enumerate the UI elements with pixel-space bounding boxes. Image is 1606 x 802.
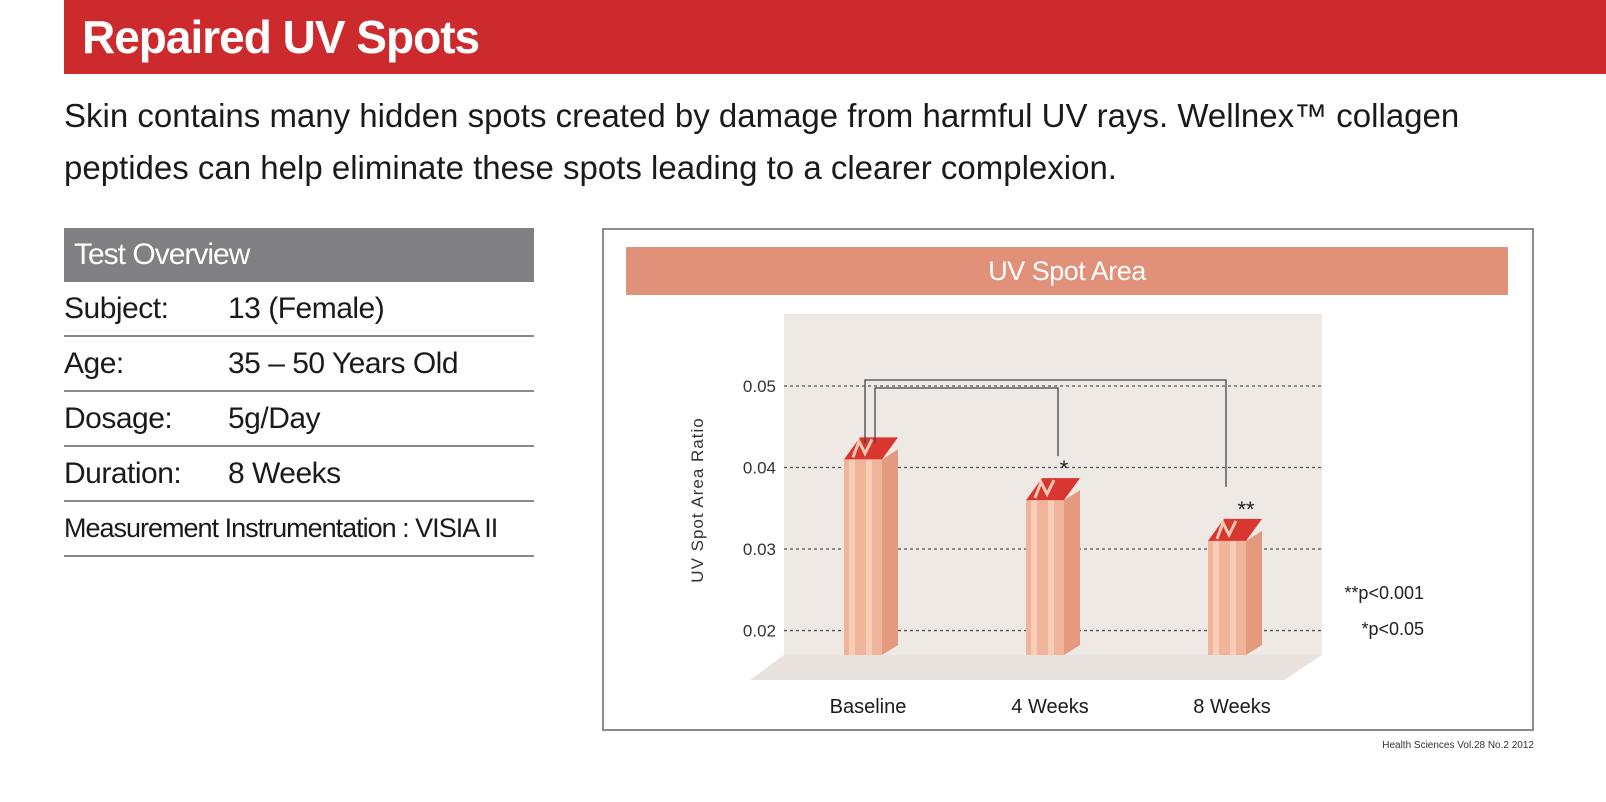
intro-text: Skin contains many hidden spots created … bbox=[64, 97, 1460, 186]
x-tick-label: 8 Weeks bbox=[1193, 696, 1270, 718]
overview-label: Duration: bbox=[64, 456, 182, 490]
overview-value: 13 (Female) bbox=[228, 291, 385, 325]
chart-frame bbox=[602, 228, 1534, 731]
overview-value: 5g/Day bbox=[228, 401, 321, 435]
test-overview-title: Test Overview bbox=[64, 228, 534, 282]
bar-stripe bbox=[1048, 500, 1054, 655]
page-title: Repaired UV Spots bbox=[82, 11, 480, 63]
bar-stripe bbox=[849, 459, 855, 655]
bar-side bbox=[1064, 490, 1080, 655]
bar-top-stripe bbox=[1215, 519, 1238, 540]
overview-row-subject: Subject: 13 (Female) bbox=[64, 282, 534, 337]
x-tick-label: 4 Weeks bbox=[1011, 696, 1088, 718]
bar-stripe bbox=[1213, 540, 1219, 655]
plot-floor bbox=[750, 655, 1322, 680]
overview-label: Dosage: bbox=[64, 401, 173, 435]
overview-row-duration: Duration: 8 Weeks bbox=[64, 447, 534, 502]
significance-mark: ** bbox=[1237, 497, 1255, 522]
overview-value: 8 Weeks bbox=[228, 456, 341, 490]
significance-mark: * bbox=[1060, 456, 1069, 481]
bar-side bbox=[1246, 530, 1262, 655]
source-citation: Health Sciences Vol.28 No.2 2012 bbox=[1382, 740, 1534, 751]
bracket-baseline-4weeks bbox=[874, 387, 1059, 457]
bar-top-stripe bbox=[851, 437, 874, 458]
overview-row-dosage: Dosage: 5g/Day bbox=[64, 392, 534, 447]
legend-entry: *p<0.05 bbox=[1361, 619, 1424, 639]
overview-row-measurement: Measurement Instrumentation : VISIA II bbox=[64, 502, 534, 557]
measurement-text: Measurement Instrumentation : VISIA II bbox=[64, 513, 498, 543]
y-tick-label: 0.03 bbox=[743, 540, 776, 559]
test-overview-panel: Test Overview Subject: 13 (Female) Age: … bbox=[64, 228, 534, 557]
x-tick-label: Baseline bbox=[830, 696, 907, 718]
bracket-baseline-8weeks bbox=[864, 379, 1227, 487]
y-axis-label: UV Spot Area Ratio bbox=[688, 417, 707, 582]
legend-entry: **p<0.001 bbox=[1344, 583, 1424, 603]
y-tick-label: 0.05 bbox=[743, 377, 776, 396]
bar-top-stripe bbox=[1033, 478, 1056, 499]
overview-label: Age: bbox=[64, 346, 124, 380]
overview-row-age: Age: 35 – 50 Years Old bbox=[64, 337, 534, 392]
bar-stripe bbox=[1031, 500, 1037, 655]
header-banner bbox=[64, 0, 1606, 74]
chart-title: UV Spot Area bbox=[626, 247, 1508, 295]
bar-side bbox=[882, 449, 898, 655]
bar-stripe bbox=[866, 459, 872, 655]
bar-stripe bbox=[1230, 540, 1236, 655]
y-tick-label: 0.04 bbox=[743, 459, 776, 478]
overview-label: Subject: bbox=[64, 291, 169, 325]
overview-value: 35 – 50 Years Old bbox=[228, 346, 459, 380]
y-tick-label: 0.02 bbox=[743, 622, 776, 641]
